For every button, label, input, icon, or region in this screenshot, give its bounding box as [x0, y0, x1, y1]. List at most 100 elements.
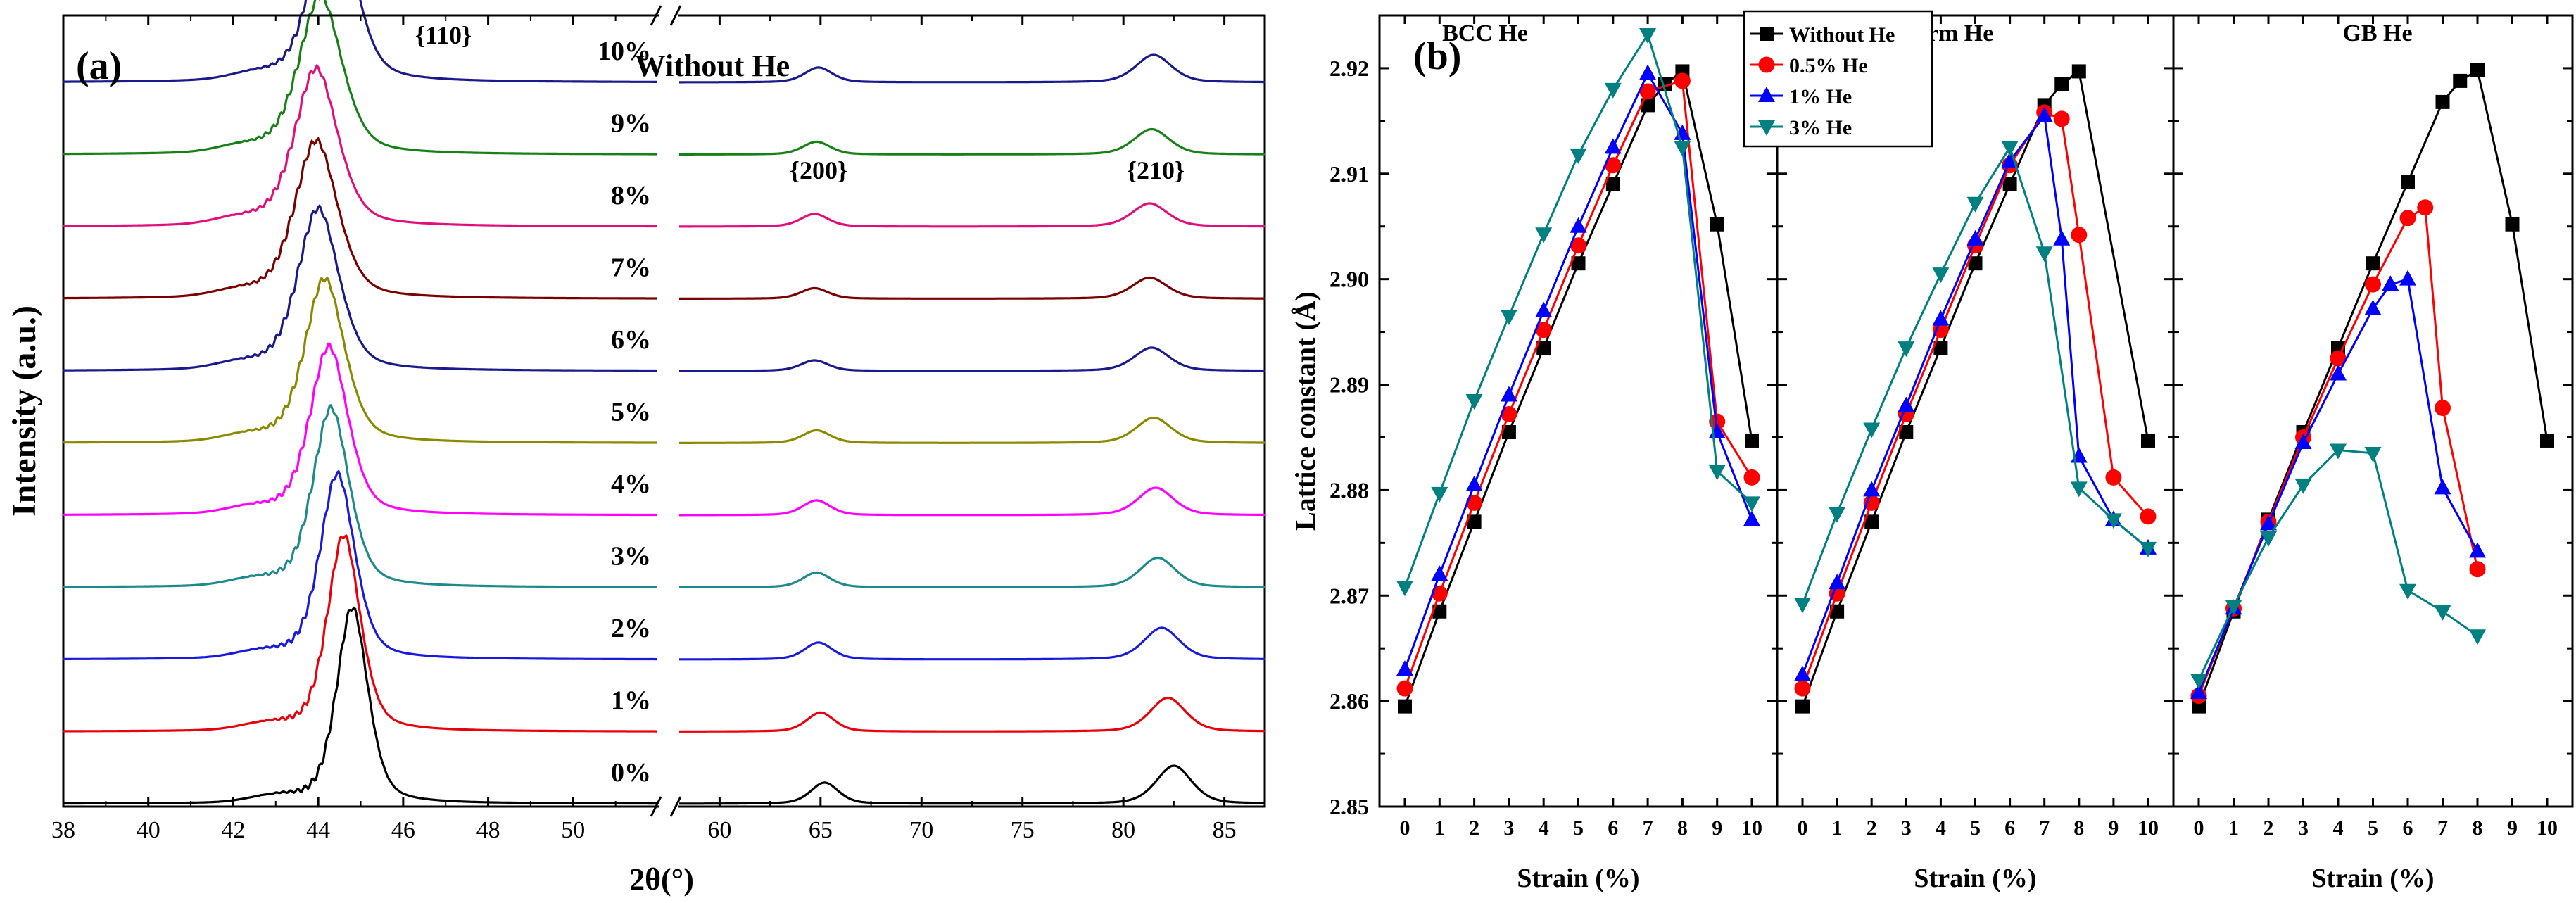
data-point-1-2-3	[1898, 396, 1915, 412]
data-point-0-3-7	[1639, 27, 1657, 44]
x-tick-label-48: 48	[476, 817, 500, 843]
b-x-tick-label-7: 7	[2039, 816, 2050, 840]
strain-label-6%: 6%	[611, 325, 651, 355]
data-point-2-0-5	[2366, 256, 2380, 271]
x-tick-label-42: 42	[221, 817, 245, 843]
x-tick-label-65: 65	[809, 817, 833, 843]
series-line-0-1	[1403, 79, 1753, 689]
data-point-0-3-2	[1465, 394, 1483, 410]
data-point-0-0-4	[1536, 341, 1551, 355]
data-point-0-0-11	[1745, 433, 1759, 448]
b-y-tick-label-2.89: 2.89	[1330, 372, 1369, 398]
legend-label-2: 1% He	[1789, 85, 1852, 108]
data-point-1-2-1	[1829, 574, 1846, 590]
data-point-1-0-10	[2141, 433, 2155, 448]
data-point-0-1-10	[1743, 469, 1760, 486]
panel-b-ylabel: Lattice constant (Å)	[1289, 291, 1321, 531]
xrd-curve-left-5%	[63, 276, 657, 444]
data-point-1-2-2	[1863, 481, 1881, 497]
data-point-1-3-4	[1932, 267, 1950, 284]
data-point-1-1-11	[2140, 508, 2157, 525]
data-point-0-1-0	[1396, 680, 1413, 697]
legend-label-3: 3% He	[1789, 116, 1852, 139]
xrd-curve-left-7%	[63, 137, 657, 300]
data-point-2-3-7	[2434, 605, 2451, 621]
data-point-1-0-6	[2002, 177, 2017, 191]
data-point-0-2-2	[1465, 475, 1483, 491]
xrd-curve-left-0%	[63, 606, 657, 805]
legend-marker-1	[1758, 56, 1775, 73]
x-tick-label-50: 50	[561, 817, 585, 843]
series-line-1-0	[1801, 69, 2149, 707]
axis-break-gap	[660, 13, 677, 809]
data-point-2-3-6	[2399, 583, 2416, 600]
data-point-1-3-8	[2070, 481, 2088, 498]
panel-a-ylabel: Intensity (a.u.)	[6, 305, 43, 517]
strain-label-4%: 4%	[611, 469, 651, 499]
xrd-curve-right-5%	[679, 416, 1265, 444]
b-x-tick-label-5: 5	[1970, 816, 1981, 840]
b-x-tick-label-9: 9	[1712, 816, 1722, 840]
b-x-tick-label-10: 10	[1741, 816, 1762, 840]
legend-marker-0	[1760, 27, 1774, 41]
peak-label-{200}: {200}	[790, 156, 847, 184]
data-point-2-1-7	[2417, 199, 2434, 216]
subplot-title-2: GB He	[2342, 20, 2412, 46]
data-point-1-0-2	[1864, 514, 1879, 529]
xrd-curve-right-10%	[679, 53, 1265, 84]
data-point-1-1-4	[1932, 322, 1949, 339]
b-x-tick-label-2: 2	[1469, 816, 1479, 840]
data-point-0-0-7	[1641, 98, 1655, 113]
data-point-2-2-2	[2260, 514, 2277, 531]
b-x-tick-label-2: 2	[1867, 816, 1877, 840]
series-line-1-1	[1801, 111, 2149, 689]
data-point-1-0-1	[1830, 604, 1845, 619]
strain-label-0%: 0%	[611, 758, 651, 788]
b-x-tick-label-2: 2	[2264, 816, 2274, 840]
data-point-1-3-9	[2104, 513, 2122, 529]
b-x-tick-label-0: 0	[1798, 816, 1808, 840]
b-x-tick-label-6: 6	[2403, 816, 2413, 840]
data-point-2-2-7	[2399, 270, 2416, 286]
b-y-tick-label-2.90: 2.90	[1330, 267, 1369, 292]
data-point-2-2-9	[2469, 542, 2486, 558]
data-point-2-3-8	[2469, 629, 2486, 645]
x-tick-label-60: 60	[707, 817, 731, 843]
strain-label-3%: 3%	[611, 542, 651, 572]
xrd-curve-left-6%	[63, 203, 657, 372]
data-point-1-1-1	[1829, 585, 1845, 602]
b-x-tick-label-8: 8	[2073, 816, 2084, 840]
b-x-tick-label-5: 5	[1573, 816, 1584, 840]
data-point-1-3-0	[1794, 598, 1811, 614]
data-point-2-2-0	[2190, 683, 2207, 700]
data-point-0-2-7	[1639, 64, 1657, 80]
data-point-0-0-1	[1432, 604, 1447, 619]
strain-label-10%: 10%	[598, 37, 651, 66]
data-point-1-0-4	[1933, 341, 1948, 355]
data-point-2-1-5	[2365, 276, 2381, 293]
b-y-tick-label-2.86: 2.86	[1330, 688, 1369, 714]
data-point-2-0-9	[2470, 63, 2485, 77]
data-point-2-2-4	[2330, 365, 2347, 381]
xrd-curve-left-4%	[63, 342, 657, 517]
data-point-0-3-9	[1708, 465, 1726, 481]
series-line-2-0	[2197, 68, 2549, 707]
data-point-0-1-7	[1639, 83, 1656, 100]
data-point-0-2-1	[1431, 565, 1448, 581]
b-y-tick-label-2.85: 2.85	[1330, 794, 1369, 819]
x-tick-label-40: 40	[137, 817, 160, 843]
b-x-tick-label-8: 8	[1677, 816, 1688, 840]
data-point-1-1-8	[2053, 110, 2070, 127]
data-point-2-0-6	[2401, 175, 2415, 189]
axis-break-mark	[650, 5, 662, 26]
legend-marker-3	[1758, 120, 1775, 136]
xrd-curve-left-1%	[63, 534, 657, 733]
data-point-0-1-2	[1466, 494, 1483, 511]
x-tick-label-38: 38	[51, 817, 75, 843]
strain-label-7%: 7%	[611, 253, 651, 283]
axis-break-mark	[650, 796, 662, 817]
x-tick-label-75: 75	[1011, 817, 1035, 843]
b-y-tick-label-2.92: 2.92	[1330, 56, 1369, 81]
xrd-curve-right-7%	[679, 276, 1265, 300]
